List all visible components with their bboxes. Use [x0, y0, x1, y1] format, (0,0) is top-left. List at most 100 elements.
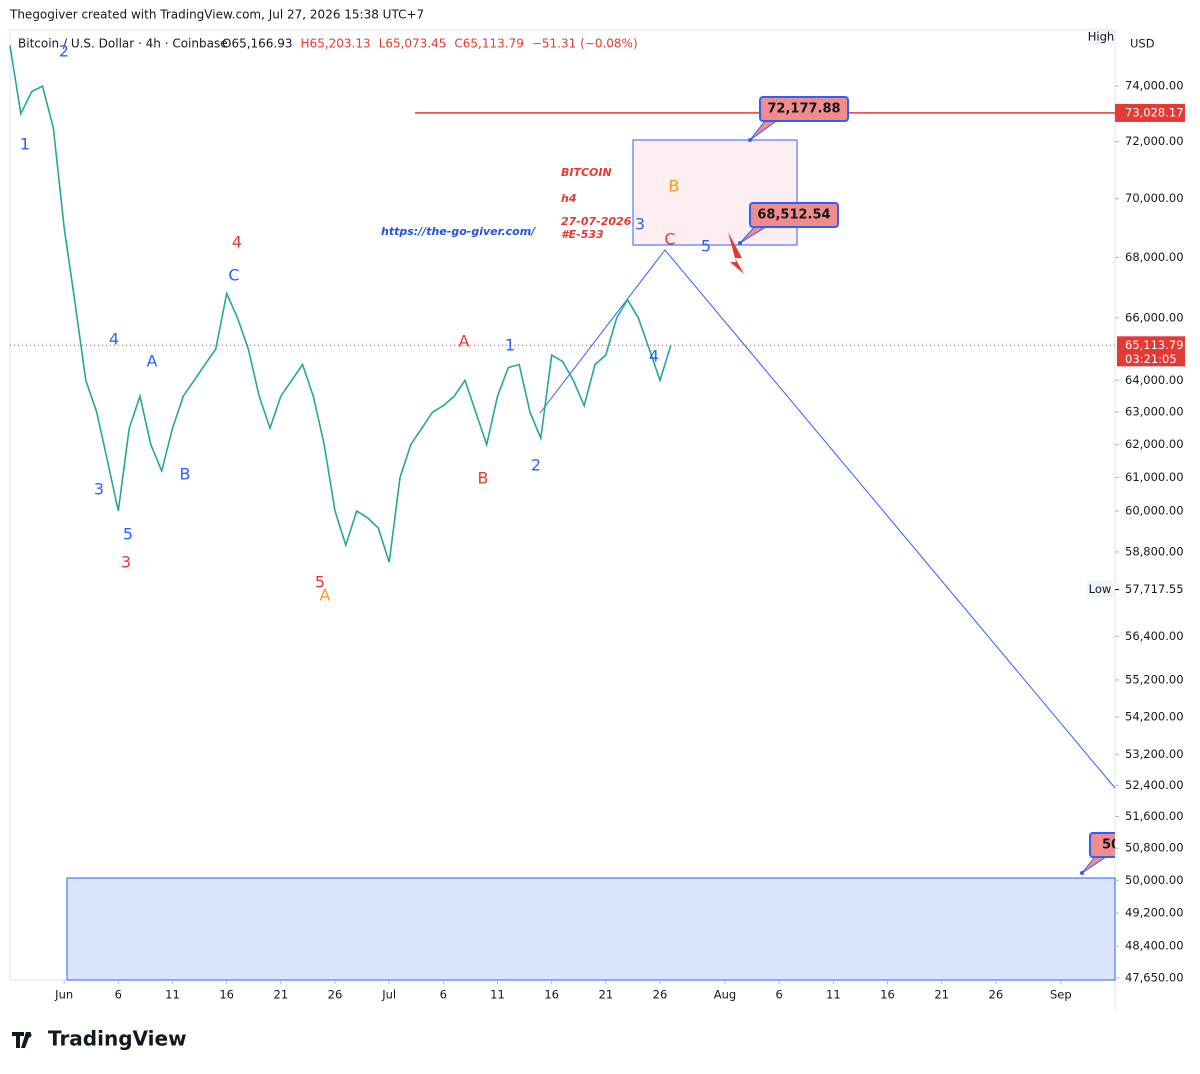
y-tick-label: 47,650.00 [1125, 970, 1184, 984]
x-tick-label: Aug [714, 988, 736, 1002]
y-tick-label: 70,000.00 [1125, 191, 1184, 205]
high-tag [1115, 103, 1185, 122]
price-tag-label: 72,177.88 [767, 102, 840, 117]
annotation: 27-07-2026 [561, 215, 632, 228]
low-label: 57,717.55 [1125, 582, 1184, 596]
x-tick-label: Jun [54, 988, 73, 1002]
wave-label: 3 [94, 480, 104, 499]
x-tick-label: 16 [880, 988, 895, 1002]
y-tick-label: 53,200.00 [1125, 747, 1184, 761]
price-tag [749, 202, 839, 228]
x-tick-label: Jul [381, 988, 396, 1002]
wave-label: 5 [315, 573, 325, 592]
high-text: High [1088, 30, 1114, 44]
y-tick-label: 60,000.00 [1125, 504, 1184, 518]
wave-label: 1 [20, 135, 30, 154]
wave-label: 3 [121, 553, 131, 572]
logo-dot [26, 1032, 32, 1038]
ohlc-value: L65,073.45 [379, 37, 447, 51]
current-tag [1117, 336, 1185, 367]
ohlc-value: H65,203.13 [301, 37, 371, 51]
price-tag [759, 96, 849, 122]
price-line [9, 45, 672, 563]
x-tick-label: 26 [328, 988, 343, 1002]
y-tick-label: 63,000.00 [1125, 405, 1184, 419]
x-tick-label: 26 [653, 988, 668, 1002]
wave-label: B [669, 177, 680, 196]
y-tick-label: 49,200.00 [1125, 906, 1184, 920]
ohlc-value: O65,166.93 [222, 37, 293, 51]
annotation: BITCOIN [561, 166, 612, 179]
y-tick-label: 61,000.00 [1125, 470, 1184, 484]
price-tag-label: 68,512.54 [757, 208, 830, 223]
x-tick-label: 21 [934, 988, 949, 1002]
brand: TradingView [48, 1027, 187, 1051]
down-arrow [728, 232, 744, 274]
low-badge [1087, 580, 1113, 598]
x-tick-label: 21 [599, 988, 614, 1002]
projection-line [539, 249, 1116, 789]
wave-label: 5 [701, 237, 711, 256]
currency: USD [1130, 37, 1155, 51]
price-tag-label: 50 [1102, 838, 1120, 853]
y-tick-label: 54,200.00 [1125, 709, 1184, 723]
x-tick-label: 6 [115, 988, 122, 1002]
x-tick-label: 11 [490, 988, 505, 1002]
wave-label: C [228, 266, 239, 285]
y-tick-label: 74,000.00 [1125, 79, 1184, 93]
y-tick-label: 48,400.00 [1125, 939, 1184, 953]
symbol: Bitcoin / U.S. Dollar · 4h · Coinbase [18, 37, 228, 51]
y-tick-label: 52,400.00 [1125, 778, 1184, 792]
logo-mark [12, 1032, 31, 1048]
annotation: #E-533 [561, 228, 604, 241]
y-tick-label: 64,000.00 [1125, 373, 1184, 387]
x-tick-label: 21 [274, 988, 289, 1002]
price-tag [1089, 832, 1115, 858]
y-tick-label: 62,000.00 [1125, 437, 1184, 451]
wave-label: 1 [505, 336, 515, 355]
wave-label: A [147, 352, 158, 371]
y-tick-label: 66,000.00 [1125, 310, 1184, 324]
x-tick-label: Sep [1050, 988, 1072, 1002]
wave-label: 5 [123, 525, 133, 544]
y-tick-label: 55,200.00 [1125, 672, 1184, 686]
high-badge [1088, 28, 1114, 45]
x-tick-label: 16 [544, 988, 559, 1002]
x-tick-label: 11 [826, 988, 841, 1002]
countdown: 03:21:05 [1125, 352, 1177, 366]
wave-label: B [478, 469, 489, 488]
x-tick-label: 26 [989, 988, 1004, 1002]
credit: Thegogiver created with TradingView.com,… [9, 8, 424, 22]
link[interactable]: https://the-go-giver.com/ [381, 225, 536, 238]
current-label: 65,113.79 [1125, 338, 1184, 352]
wave-label: A [320, 586, 331, 605]
annotation-group: BITCOIN h4 27-07-2026 #E-533 https://the… [381, 166, 632, 241]
x-tick-label: 6 [776, 988, 783, 1002]
high-label: 73,028.17 [1125, 105, 1184, 119]
ohlc-value: −51.31 (−0.08%) [532, 37, 638, 51]
wave-label: 3 [635, 215, 645, 234]
tag-anchor [748, 138, 752, 142]
y-tick-label: 50,000.00 [1125, 873, 1184, 887]
y-tick-label: 68,000.00 [1125, 250, 1184, 264]
ohlc-value: C65,113.79 [454, 37, 523, 51]
y-tick-label: 50,800.00 [1125, 841, 1184, 855]
x-tick-label: 16 [219, 988, 234, 1002]
y-tick-label: 56,400.00 [1125, 629, 1184, 643]
y-tick-label: 51,600.00 [1125, 809, 1184, 823]
wave-label: 2 [531, 456, 541, 475]
volume-zone [66, 877, 1116, 981]
wave-label: C [664, 230, 675, 249]
tag-anchor [1080, 871, 1084, 875]
x-tick-label: 11 [165, 988, 180, 1002]
wave-label: 4 [232, 233, 242, 252]
annotation: h4 [561, 192, 577, 205]
wave-label: A [459, 332, 470, 351]
wave-label: 4 [109, 330, 119, 349]
wave-label: B [180, 465, 191, 484]
target-box [632, 139, 798, 246]
y-tick-label: 58,800.00 [1125, 544, 1184, 558]
x-tick-label: 6 [440, 988, 447, 1002]
low-text: Low [1089, 582, 1112, 596]
